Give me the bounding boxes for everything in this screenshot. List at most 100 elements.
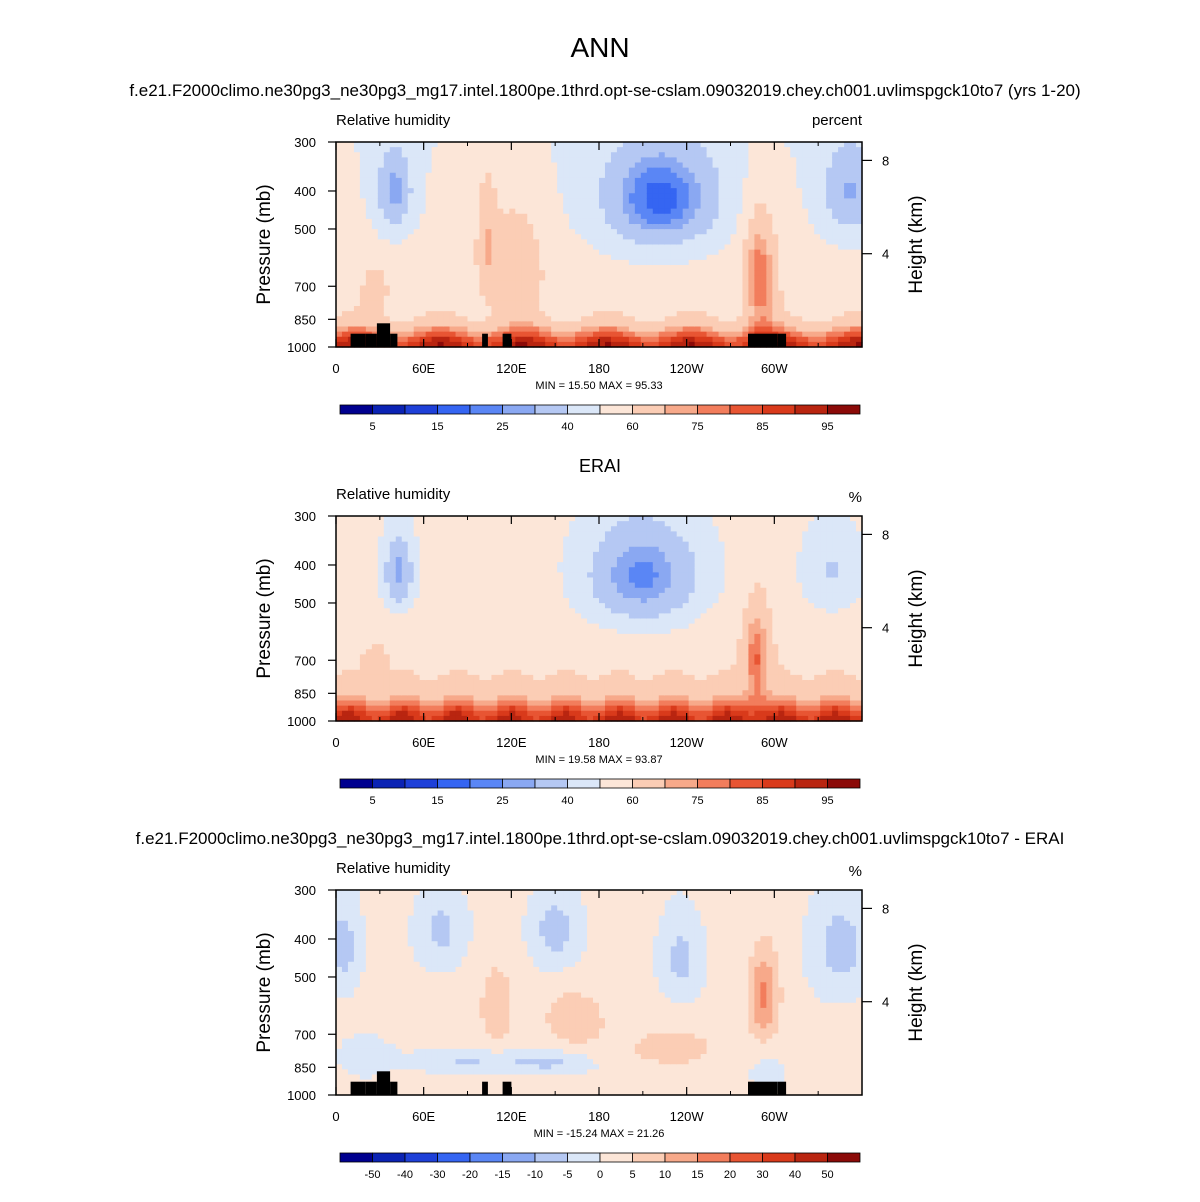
- field-cell: [473, 592, 481, 599]
- field-cell: [347, 603, 355, 609]
- field-cell: [676, 188, 684, 194]
- field-cell: [407, 690, 415, 696]
- field-cell: [389, 270, 397, 276]
- field-cell: [461, 331, 469, 338]
- field-cell: [425, 562, 433, 568]
- field-cell: [491, 551, 498, 558]
- field-cell: [491, 680, 498, 686]
- field-cell: [509, 715, 516, 722]
- field-cell: [491, 603, 498, 609]
- field-cell: [467, 234, 475, 240]
- field-cell: [527, 208, 534, 215]
- field-cell: [431, 259, 439, 266]
- field-cell: [676, 239, 684, 246]
- field-cell: [347, 167, 355, 174]
- field-cell: [395, 152, 403, 158]
- field-cell: [515, 608, 522, 614]
- field-cell: [395, 695, 403, 702]
- field-cell: [491, 562, 498, 568]
- field-cell: [796, 280, 803, 287]
- field-cell: [796, 295, 803, 302]
- field-cell: [419, 690, 427, 696]
- field-cell: [509, 639, 516, 645]
- ref-case-title: ERAI: [579, 456, 621, 476]
- field-cell: [790, 316, 797, 322]
- field-cell: [425, 208, 433, 215]
- field-cell: [407, 208, 415, 215]
- field-cell: [389, 526, 397, 532]
- field-cell: [754, 167, 761, 174]
- field-cell: [587, 270, 594, 276]
- field-cell: [682, 254, 690, 261]
- field-cell: [455, 521, 463, 527]
- field-cell: [802, 229, 809, 235]
- field-cell: [676, 198, 684, 205]
- field-cell: [640, 306, 648, 312]
- field-cell: [640, 152, 648, 158]
- field-cell: [796, 177, 803, 184]
- field-cell: [473, 177, 481, 184]
- field-cell: [491, 526, 498, 532]
- field-cell: [437, 613, 445, 620]
- field-cell: [503, 562, 510, 568]
- field-cell: [712, 234, 720, 240]
- field-cell: [856, 295, 863, 302]
- field-cell: [461, 239, 469, 246]
- field-cell: [664, 167, 672, 174]
- field-cell: [407, 592, 415, 599]
- field-cell: [497, 685, 504, 691]
- field-cell: [395, 239, 403, 246]
- field-cell: [509, 234, 516, 240]
- field-cell: [760, 311, 767, 317]
- field-cell: [347, 639, 355, 645]
- field-cell: [419, 551, 427, 558]
- field-cell: [856, 218, 863, 225]
- field-cell: [479, 526, 487, 532]
- field-cell: [539, 326, 546, 333]
- field-cell: [730, 326, 738, 333]
- field-cell: [443, 331, 451, 338]
- field-cell: [754, 280, 761, 287]
- field-cell: [371, 669, 379, 676]
- field-cell: [353, 280, 361, 287]
- field-cell: [808, 218, 815, 225]
- field-cell: [359, 603, 367, 609]
- field-cell: [754, 188, 761, 194]
- field-cell: [407, 710, 415, 717]
- field-cell: [437, 234, 445, 240]
- field-cell: [336, 674, 343, 681]
- field-cell: [419, 531, 427, 538]
- field-cell: [449, 613, 457, 620]
- field-cell: [539, 582, 546, 589]
- field-cell: [575, 244, 582, 251]
- field-cell: [515, 290, 522, 297]
- field-cell: [341, 674, 349, 681]
- field-cell: [658, 249, 666, 256]
- field-cell: [473, 172, 481, 179]
- field-cell: [407, 183, 415, 189]
- field-cell: [545, 203, 552, 210]
- x-tick-label: 60W: [761, 361, 788, 376]
- field-cell: [760, 316, 767, 322]
- field-cell: [676, 300, 684, 307]
- field-cell: [652, 147, 660, 153]
- field-cell: [419, 280, 427, 287]
- field-cell: [461, 265, 469, 271]
- field-cell: [479, 183, 487, 189]
- field-cell: [670, 167, 678, 174]
- field-cell: [395, 639, 403, 645]
- field-cell: [341, 311, 349, 317]
- field-cell: [377, 516, 385, 522]
- field-cell: [634, 254, 642, 261]
- field-cell: [485, 587, 493, 594]
- field-cell: [551, 295, 558, 302]
- field-cell: [431, 142, 439, 148]
- field-cell: [407, 213, 415, 220]
- field-cell: [443, 587, 451, 594]
- field-cell: [365, 193, 373, 199]
- field-cell: [628, 213, 636, 220]
- field-cell: [844, 321, 851, 328]
- field-cell: [371, 316, 379, 322]
- field-cell: [724, 239, 732, 246]
- field-cell: [694, 152, 702, 158]
